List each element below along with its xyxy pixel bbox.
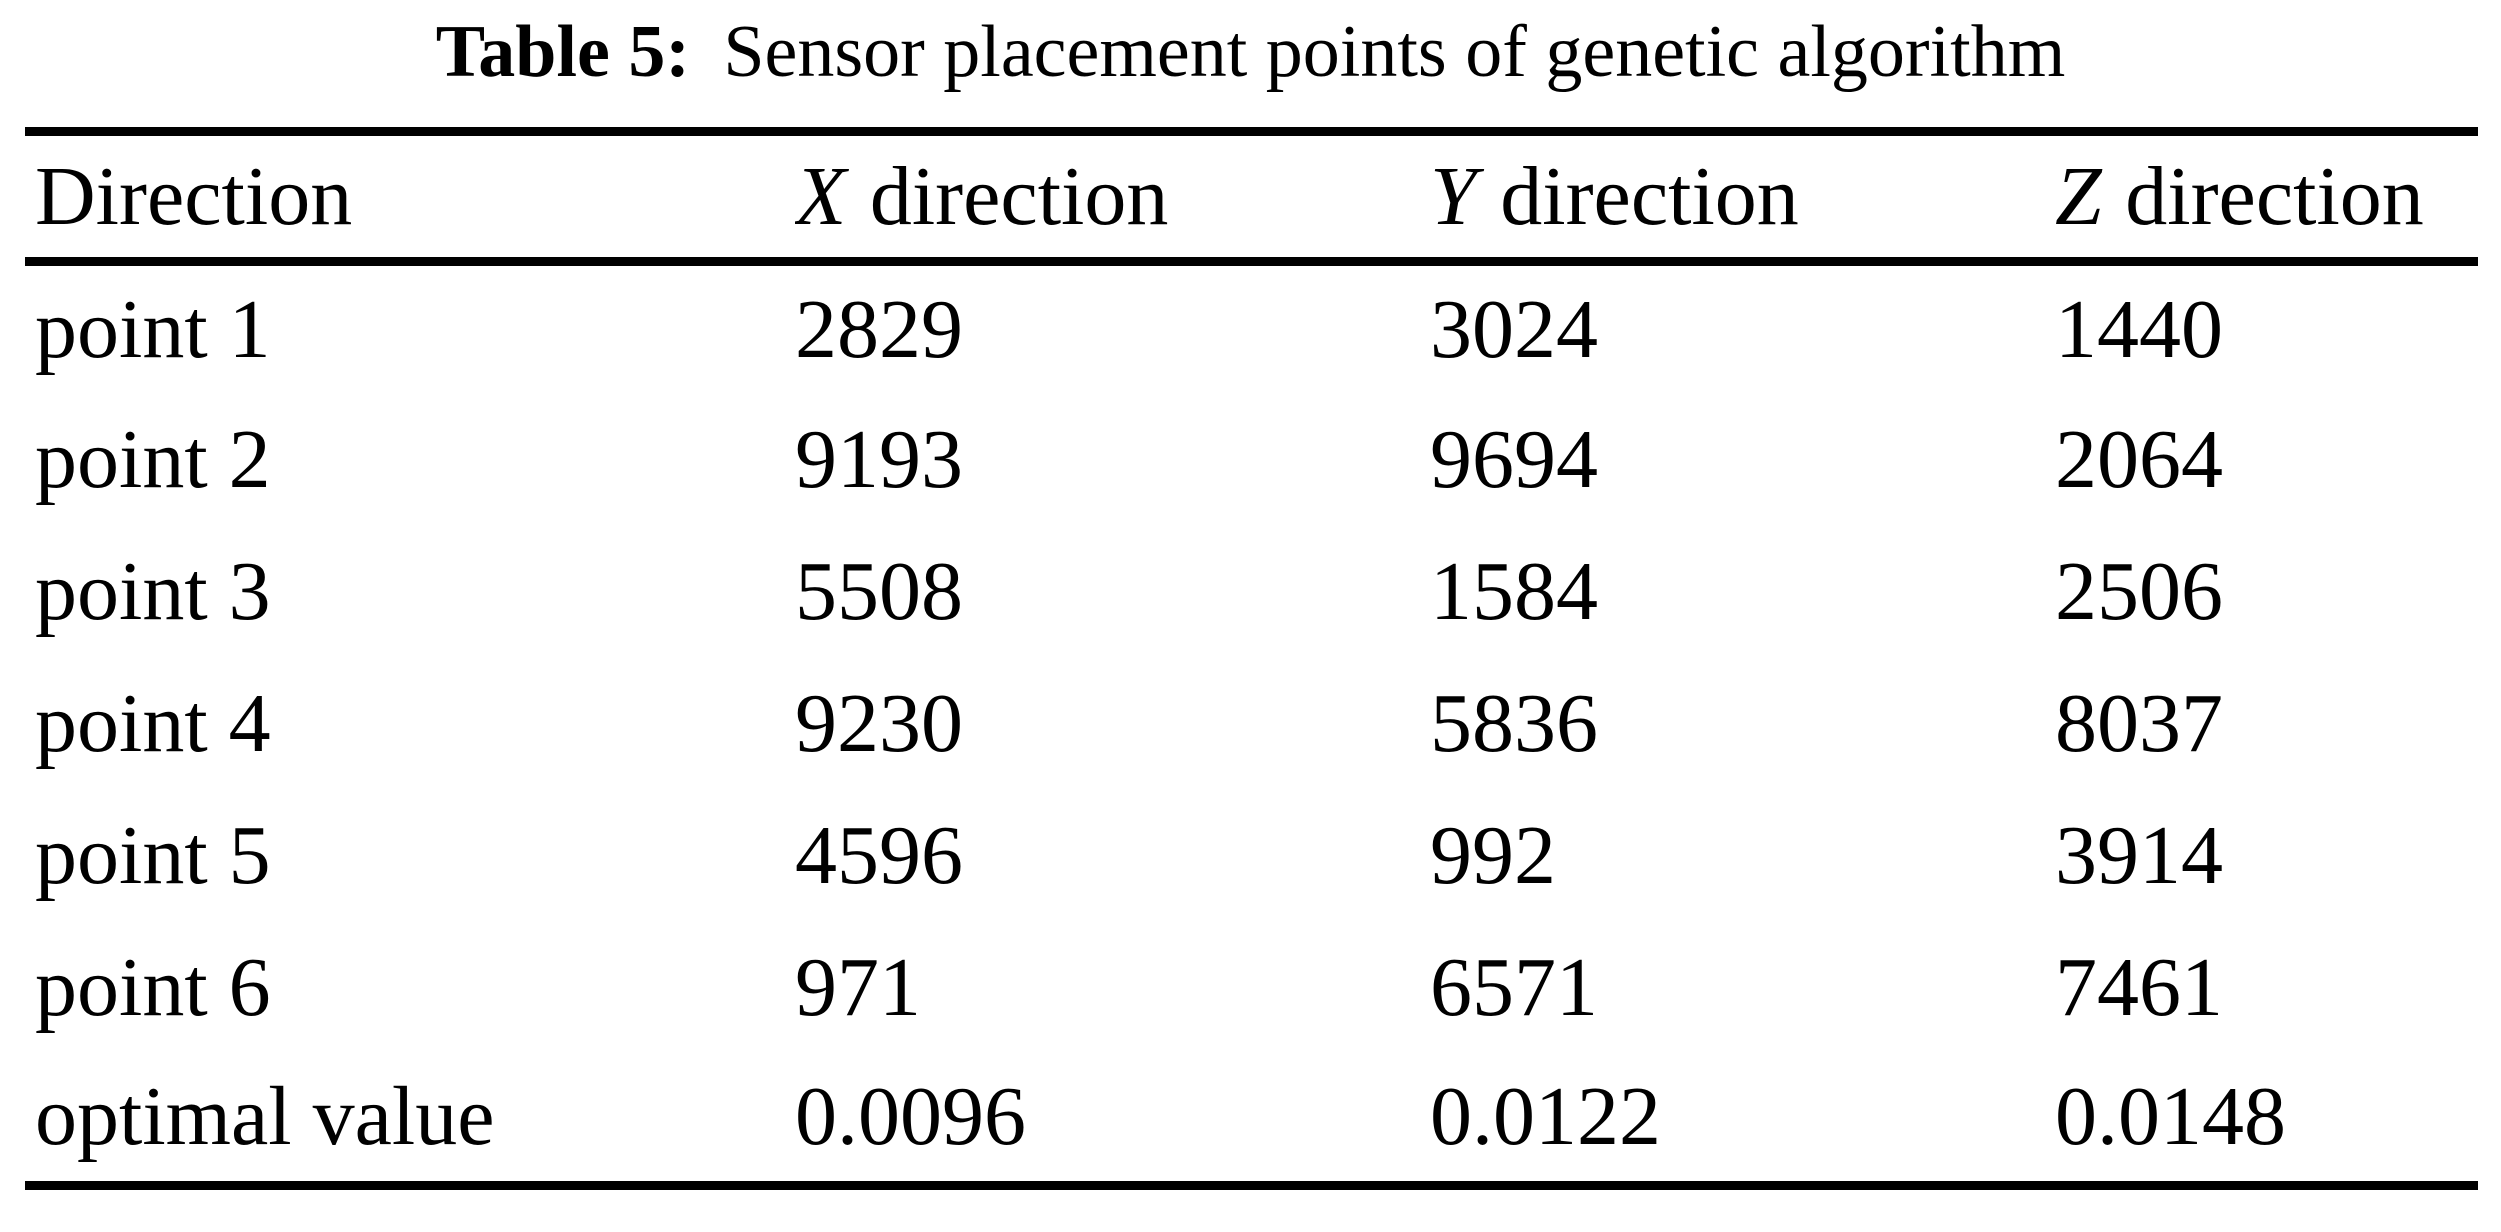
table-row: point 4 9230 5836 8037: [25, 657, 2478, 789]
value-cell-y: 6571: [1430, 940, 1598, 1034]
value-cell-x: 2829: [795, 282, 963, 376]
header-text: direction: [1500, 149, 1799, 243]
col-header-direction: Direction: [25, 131, 795, 266]
value-cell-y: 9694: [1430, 412, 1598, 506]
value-cell-z: 2506: [2055, 544, 2223, 638]
value-cell-x: 5508: [795, 544, 963, 638]
table-caption-text: Sensor placement points of genetic algor…: [723, 11, 2066, 93]
table-row: point 1 2829 3024 1440: [25, 261, 2478, 393]
table-caption: Table 5: Sensor placement points of genet…: [0, 0, 2501, 99]
row-label: point 4: [35, 676, 271, 770]
row-label: point 3: [35, 544, 271, 638]
table-row: point 2 9193 9694 2064: [25, 393, 2478, 525]
value-cell-x: 9230: [795, 676, 963, 770]
value-cell-y: 992: [1430, 808, 1556, 902]
value-cell-x: 0.0096: [795, 1070, 1026, 1164]
value-cell-y: 3024: [1430, 282, 1598, 376]
table-row: point 3 5508 1584 2506: [25, 525, 2478, 657]
value-cell-z: 0.0148: [2055, 1070, 2286, 1164]
row-label: point 1: [35, 282, 271, 376]
value-cell-z: 1440: [2055, 282, 2223, 376]
value-cell-z: 2064: [2055, 412, 2223, 506]
value-cell-y: 5836: [1430, 676, 1598, 770]
table-row: point 6 971 6571 7461: [25, 921, 2478, 1053]
value-cell-z: 3914: [2055, 808, 2223, 902]
table-row: optimal value 0.0096 0.0122 0.0148: [25, 1053, 2478, 1185]
row-label: point 2: [35, 412, 271, 506]
value-cell-z: 7461: [2055, 940, 2223, 1034]
value-cell-y: 1584: [1430, 544, 1598, 638]
value-cell-x: 9193: [795, 412, 963, 506]
header-text: direction: [2125, 149, 2424, 243]
value-cell-y: 0.0122: [1430, 1070, 1661, 1164]
table-caption-number: Table 5:: [435, 11, 691, 93]
header-variable-z: Z: [2055, 149, 2102, 243]
header-text: direction: [869, 149, 1169, 243]
value-cell-z: 8037: [2055, 676, 2223, 770]
row-label: optimal value: [35, 1070, 495, 1164]
header-text: Direction: [35, 149, 353, 243]
row-label: point 6: [35, 940, 271, 1034]
value-cell-x: 4596: [795, 808, 963, 902]
value-cell-x: 971: [795, 940, 921, 1034]
table-row: point 5 4596 992 3914: [25, 789, 2478, 921]
header-variable-y: Y: [1430, 149, 1477, 243]
row-label: point 5: [35, 808, 271, 902]
table-body: point 1 2829 3024 1440 point 2 9193 9694 2064 po…: [25, 261, 2478, 1185]
header-variable-x: X: [795, 149, 847, 243]
